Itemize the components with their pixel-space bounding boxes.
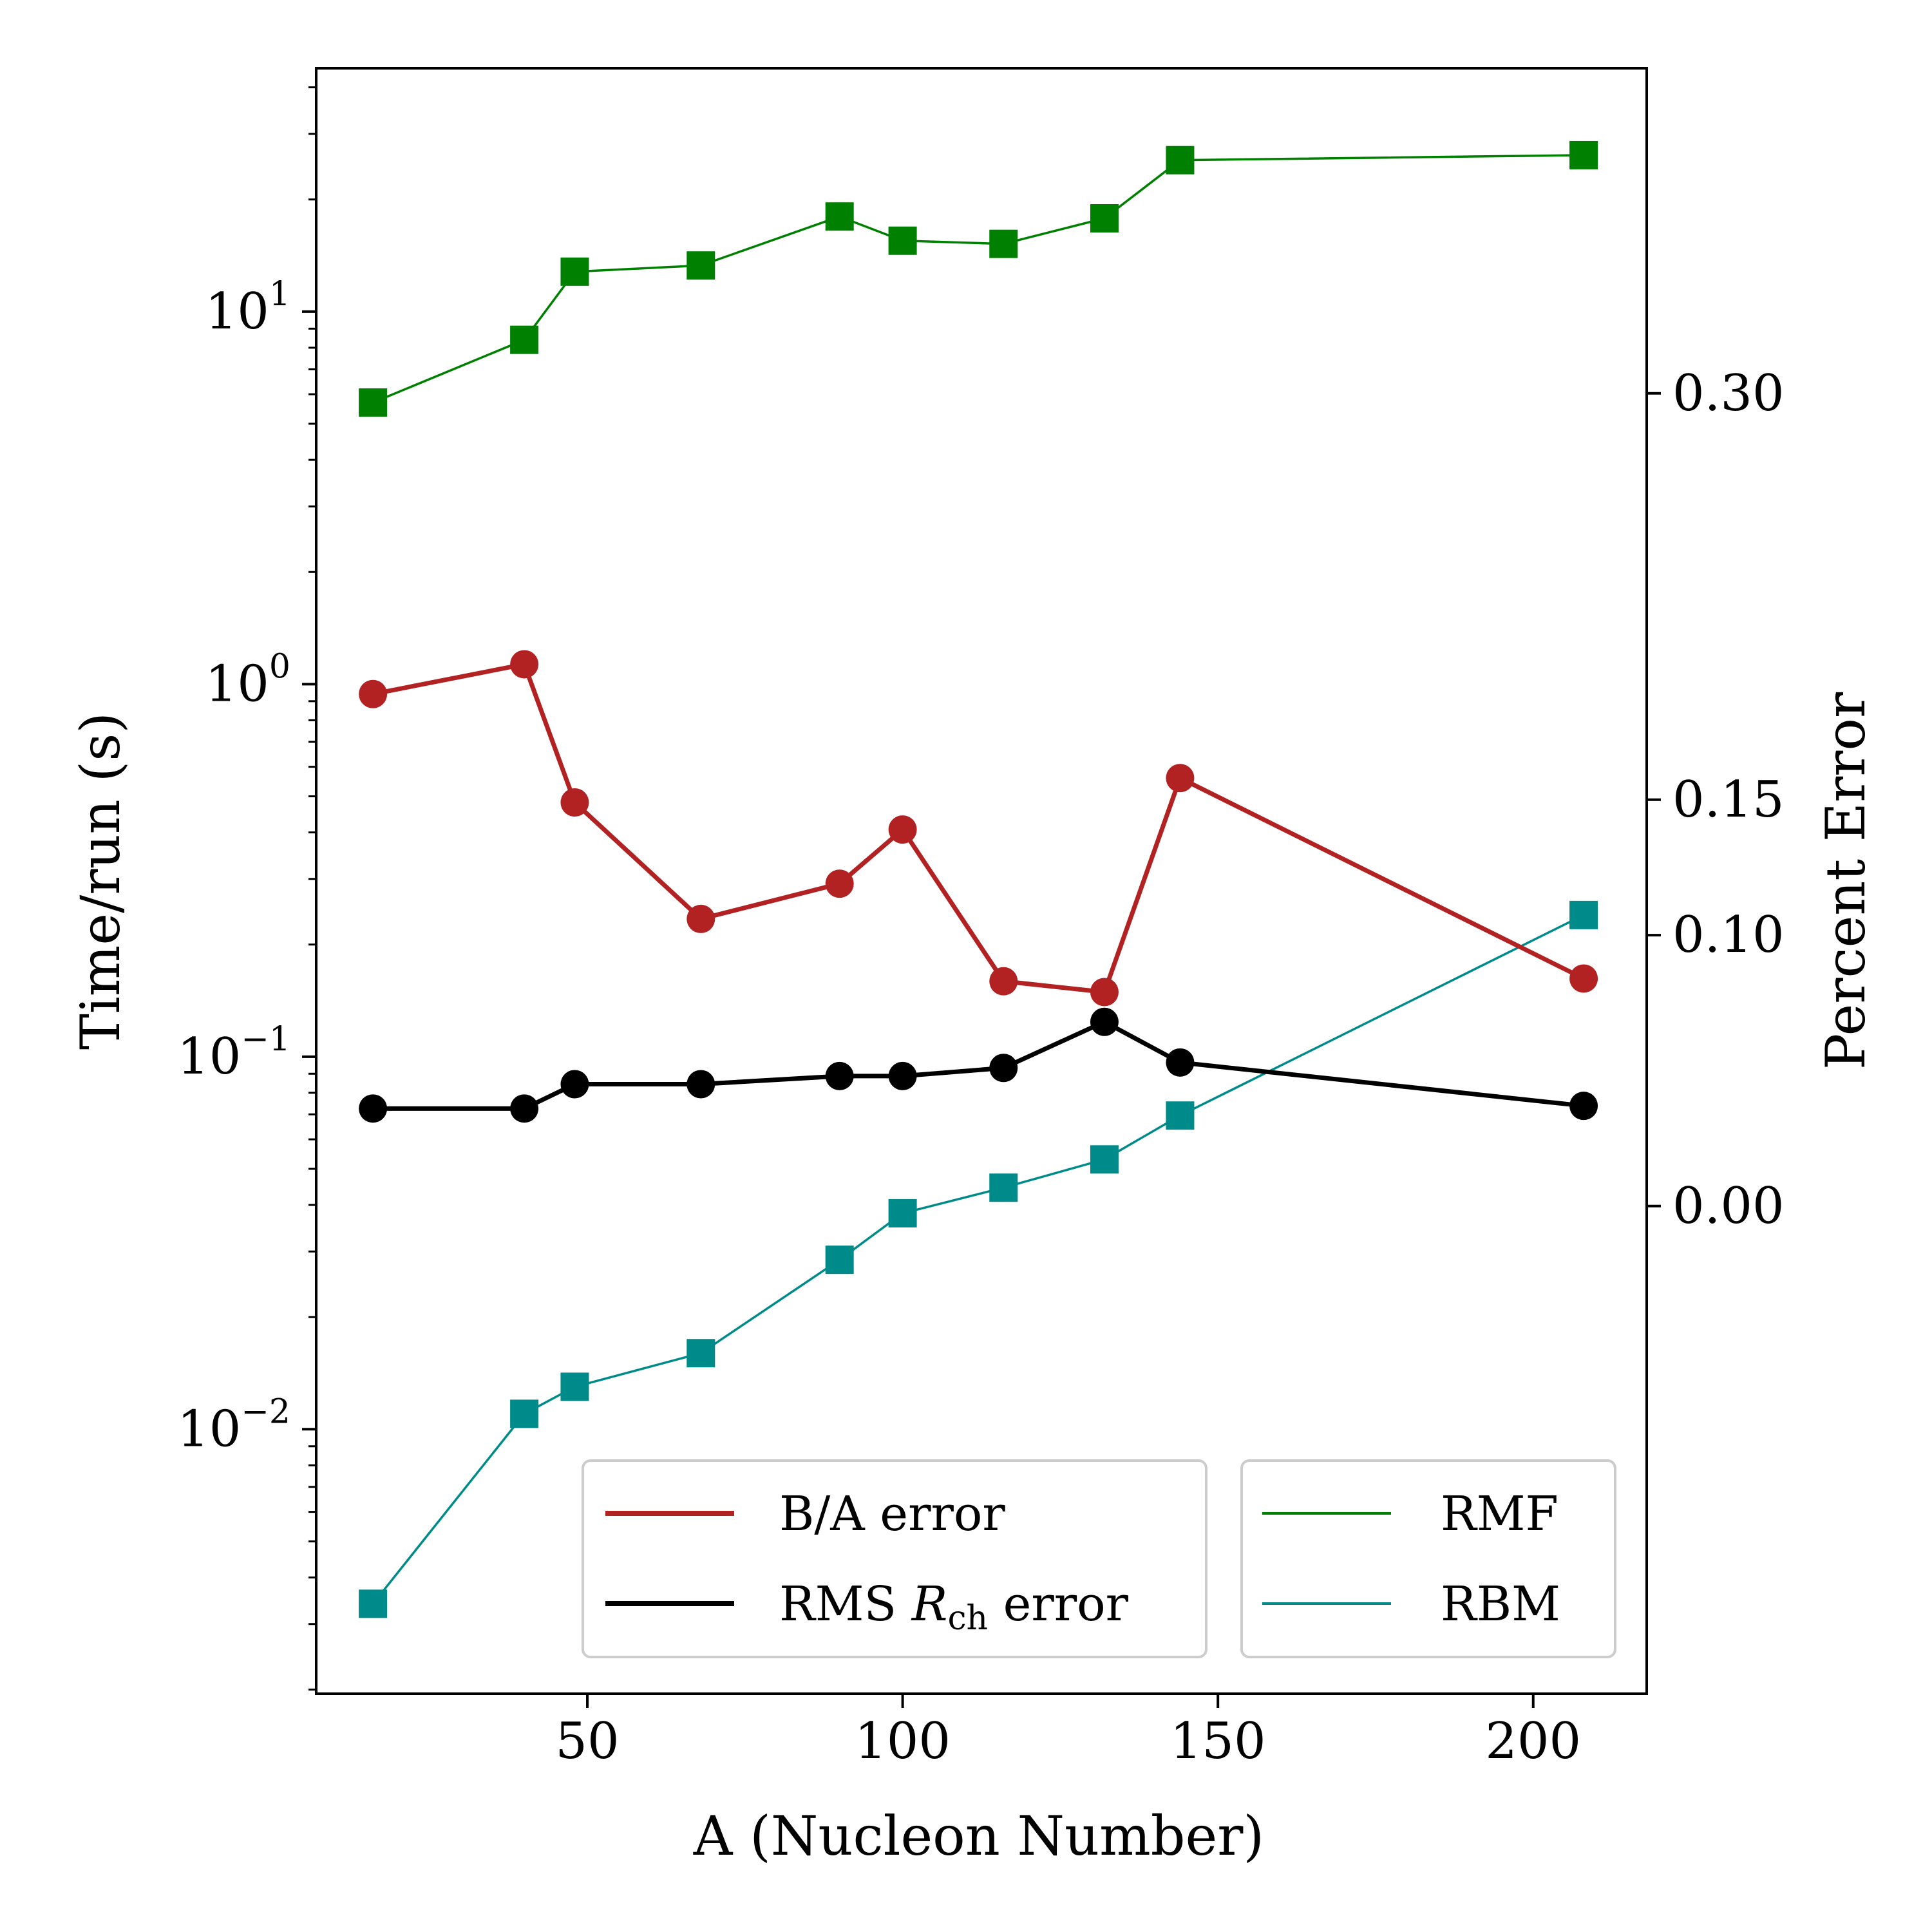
series-point-rbm	[510, 1399, 539, 1428]
y-right-tick-label: 0.10	[1672, 906, 1785, 964]
series-point-b-a-error	[1166, 764, 1195, 793]
series-line-rms-r-ch-error	[373, 1019, 1584, 1111]
legend-label-rbm: RBM	[1441, 1577, 1560, 1632]
y-axis-title-right: Percent Error	[1814, 692, 1877, 1070]
legend-label-rms: RMS Rch error	[779, 1577, 1129, 1638]
legend-error: B/A error RMS Rch error	[582, 1459, 1208, 1658]
series-point-b-a-error	[510, 650, 539, 679]
y-left-tick-label: 10−2	[177, 1392, 290, 1458]
x-tick-label: 200	[1485, 1712, 1581, 1770]
x-tick-label: 100	[855, 1712, 951, 1770]
series-point-rmf	[560, 257, 589, 286]
series-point-b-a-error	[1090, 978, 1119, 1007]
series-point-b-a-error	[888, 815, 917, 844]
series-point-rbm	[1090, 1145, 1119, 1174]
series-point-b-a-error	[560, 788, 589, 817]
series-line-rmf	[372, 154, 1584, 404]
y-right-tick-label: 0.15	[1672, 771, 1785, 829]
series-point-rbm	[989, 1173, 1018, 1202]
x-tick-label: 50	[555, 1712, 619, 1770]
y-left-tick-label: 10−1	[177, 1020, 290, 1086]
series-point-rmf	[1569, 140, 1598, 169]
plot-frame	[315, 67, 1648, 1695]
legend-label-rmf: RMF	[1441, 1486, 1558, 1542]
y-right-tick-label: 0.30	[1672, 365, 1785, 422]
series-point-rmf	[1166, 146, 1195, 175]
series-point-rbm	[825, 1245, 854, 1274]
y-right-tick-label: 0.00	[1672, 1177, 1785, 1235]
series-point-rbm	[359, 1589, 388, 1618]
series-point-rmf	[888, 226, 917, 255]
axes-layer: 50 100 150 200 10−2 10−1 100 101 0.00 0.10 0.15 0.3…	[177, 67, 1785, 1770]
series-point-rmf	[687, 251, 715, 280]
series-layer	[359, 140, 1598, 1618]
y-axis-title-left: Time/run (s)	[69, 712, 132, 1050]
series-point-rmf	[989, 229, 1018, 258]
series-point-rmf	[825, 202, 854, 231]
y-left-tick-label: 100	[205, 647, 290, 713]
series-point-rms-r-ch-error	[989, 1054, 1018, 1083]
series-point-rms-r-ch-error	[1090, 1007, 1119, 1036]
x-tick-label: 150	[1170, 1712, 1266, 1770]
series-line-rbm	[372, 914, 1584, 1605]
series-point-rms-r-ch-error	[560, 1070, 589, 1099]
series-point-rbm	[1569, 900, 1598, 929]
series-point-b-a-error	[825, 869, 854, 898]
series-point-rms-r-ch-error	[687, 1070, 715, 1099]
series-point-b-a-error	[359, 679, 388, 708]
y-left-tick-label: 101	[205, 275, 290, 341]
x-axis-title: A (Nucleon Number)	[693, 1804, 1264, 1868]
legend-model-box	[1240, 1459, 1616, 1658]
series-point-rbm	[560, 1372, 589, 1401]
legend-label-ba: B/A error	[779, 1486, 1005, 1542]
series-point-rms-r-ch-error	[1569, 1092, 1598, 1121]
series-point-b-a-error	[687, 904, 715, 933]
legend-model: RMF RBM	[1240, 1459, 1616, 1658]
series-point-rms-r-ch-error	[359, 1094, 388, 1123]
series-point-rmf	[510, 325, 539, 354]
series-point-rmf	[359, 388, 388, 417]
series-point-b-a-error	[989, 967, 1018, 996]
series-line-b-a-error	[372, 662, 1585, 994]
series-point-rms-r-ch-error	[510, 1094, 539, 1123]
series-point-rbm	[687, 1339, 715, 1368]
series-point-b-a-error	[1569, 964, 1598, 993]
legend-error-box	[582, 1459, 1208, 1658]
series-point-rms-r-ch-error	[888, 1061, 917, 1090]
series-point-rbm	[1166, 1101, 1195, 1130]
series-point-rmf	[1090, 204, 1119, 233]
series-point-rbm	[888, 1198, 917, 1227]
series-point-rms-r-ch-error	[1166, 1048, 1195, 1077]
series-point-rms-r-ch-error	[825, 1061, 854, 1090]
